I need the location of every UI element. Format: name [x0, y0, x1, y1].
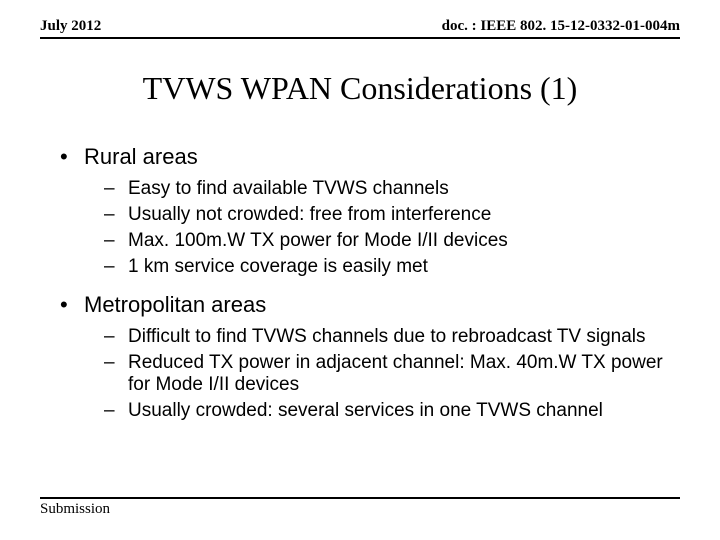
list-item-label: 1 km service coverage is easily met	[128, 256, 428, 278]
dash-icon: –	[104, 230, 128, 252]
dash-icon: –	[104, 204, 128, 226]
list-item: – Reduced TX power in adjacent channel: …	[104, 352, 680, 396]
list-item-label: Reduced TX power in adjacent channel: Ma…	[128, 352, 680, 396]
list-item-label: Usually not crowded: free from interfere…	[128, 204, 491, 226]
header-date: July 2012	[40, 18, 101, 35]
list-item: – Max. 100m.W TX power for Mode I/II dev…	[104, 230, 680, 252]
list-item: – Difficult to find TVWS channels due to…	[104, 326, 680, 348]
dash-icon: –	[104, 256, 128, 278]
slide-footer: Submission	[40, 497, 680, 518]
header-docnum: doc. : IEEE 802. 15-12-0332-01-004m	[442, 18, 680, 35]
dash-icon: –	[104, 178, 128, 200]
list-item-label: Difficult to find TVWS channels due to r…	[128, 326, 646, 348]
list-item: • Rural areas	[60, 144, 680, 170]
list-item-label: Rural areas	[84, 144, 198, 170]
dash-icon: –	[104, 326, 128, 348]
slide-content: • Rural areas – Easy to find available T…	[60, 130, 680, 422]
list-item: – Easy to find available TVWS channels	[104, 178, 680, 200]
slide-header: July 2012 doc. : IEEE 802. 15-12-0332-01…	[40, 18, 680, 39]
list-item-label: Metropolitan areas	[84, 292, 266, 318]
bullet-icon: •	[60, 144, 84, 170]
slide-title: TVWS WPAN Considerations (1)	[0, 70, 720, 107]
list-item: – 1 km service coverage is easily met	[104, 256, 680, 278]
list-item-label: Usually crowded: several services in one…	[128, 400, 603, 422]
dash-icon: –	[104, 400, 128, 422]
list-item: – Usually not crowded: free from interfe…	[104, 204, 680, 226]
list-item: • Metropolitan areas	[60, 292, 680, 318]
dash-icon: –	[104, 352, 128, 374]
bullet-icon: •	[60, 292, 84, 318]
footer-label: Submission	[40, 501, 110, 517]
list-item: – Usually crowded: several services in o…	[104, 400, 680, 422]
list-item-label: Max. 100m.W TX power for Mode I/II devic…	[128, 230, 508, 252]
list-item-label: Easy to find available TVWS channels	[128, 178, 449, 200]
